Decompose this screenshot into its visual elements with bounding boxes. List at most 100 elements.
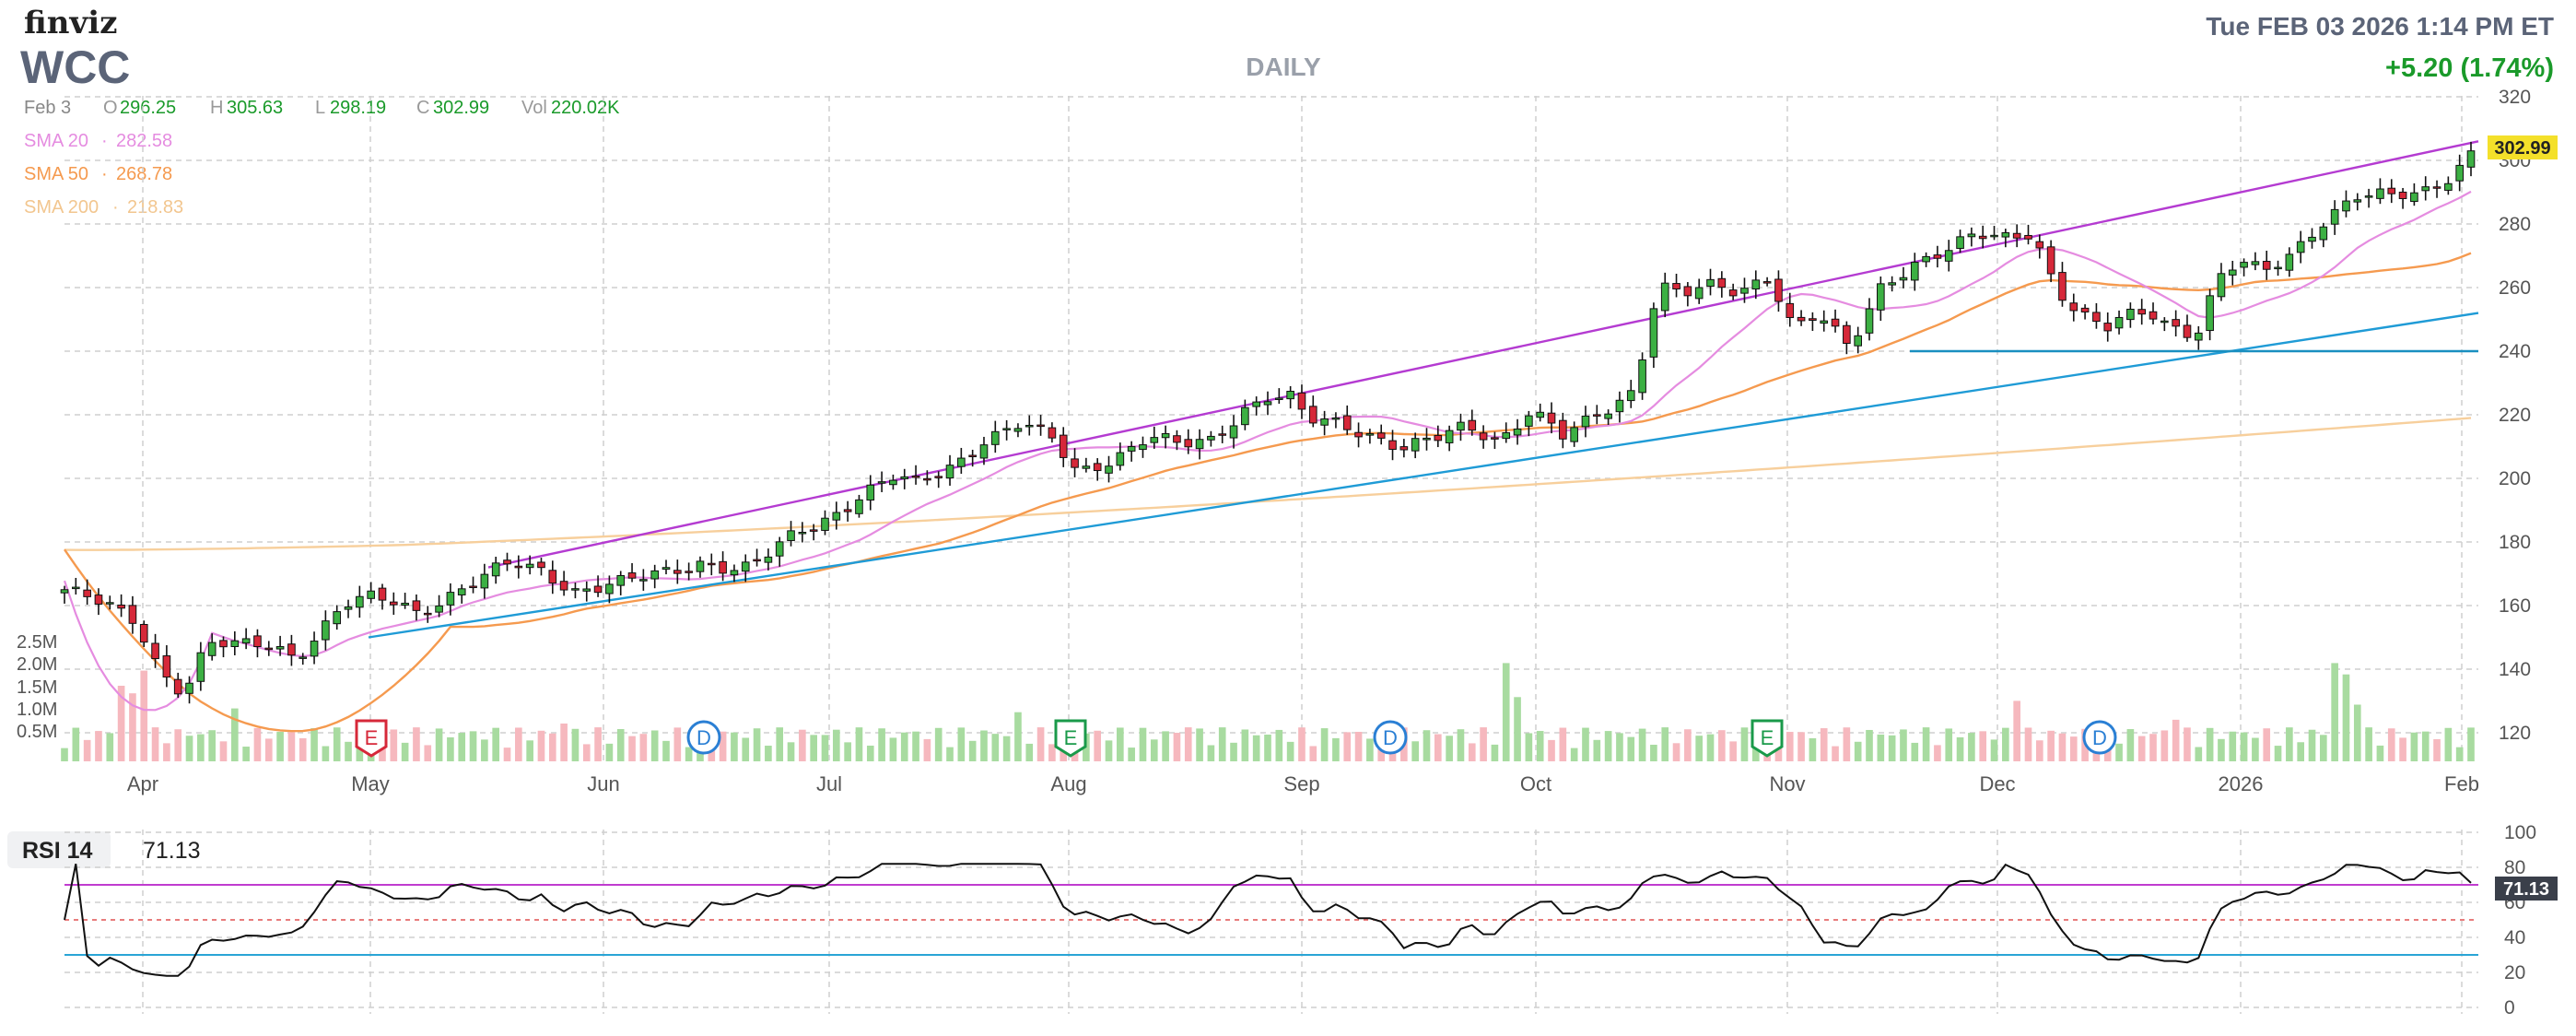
trendlines[interactable] xyxy=(368,140,2479,639)
candle xyxy=(1592,405,1601,425)
earnings-badge[interactable]: E xyxy=(1751,719,1784,758)
dividend-badge[interactable]: D xyxy=(1373,720,1408,755)
candle-up xyxy=(571,588,580,591)
candle xyxy=(1071,448,1079,477)
candle xyxy=(1229,415,1238,449)
candle xyxy=(367,582,375,604)
candle-down xyxy=(2024,234,2032,240)
candle-up xyxy=(2114,316,2124,329)
earnings-badge[interactable]: E xyxy=(1054,719,1087,758)
candle xyxy=(196,642,205,691)
volume-bar xyxy=(1184,727,1192,761)
candle xyxy=(1536,403,1545,422)
candle xyxy=(2228,260,2237,286)
candle xyxy=(2126,302,2135,328)
candle-down xyxy=(83,589,91,597)
candle xyxy=(2206,288,2214,341)
candle xyxy=(230,630,240,655)
dividend-badge[interactable]: D xyxy=(2082,720,2117,755)
candle-down xyxy=(1717,277,1727,288)
candle-down xyxy=(1308,406,1317,424)
candle-up xyxy=(1286,391,1294,400)
candle-up xyxy=(1002,428,1011,430)
candle-down xyxy=(1479,432,1488,441)
volume-bar xyxy=(594,727,602,761)
candle xyxy=(423,606,432,623)
candle xyxy=(1774,270,1783,312)
candle xyxy=(1218,425,1227,443)
volume-bar xyxy=(1105,740,1113,761)
candle xyxy=(1423,428,1431,451)
candle xyxy=(730,564,739,583)
month-tick-label: Jun xyxy=(587,772,619,795)
candle xyxy=(2342,190,2350,218)
lower-channel-line[interactable] xyxy=(368,312,2479,639)
sma-lines xyxy=(63,190,2472,733)
candle-down xyxy=(719,560,727,574)
candle-up xyxy=(1195,439,1204,450)
finviz-logo[interactable]: finviz xyxy=(24,5,117,41)
candle xyxy=(1581,406,1590,438)
high-label: H xyxy=(210,98,223,118)
candle-down xyxy=(753,559,761,562)
candle-up xyxy=(1877,283,1885,311)
candle-down xyxy=(173,678,182,695)
dividend-badge[interactable]: D xyxy=(686,720,721,755)
earnings-badge[interactable]: E xyxy=(355,719,388,758)
candle-down xyxy=(2080,307,2090,312)
candle xyxy=(911,465,920,485)
candle-up xyxy=(1025,424,1034,428)
sma-legend: SMA 20 · 282.58 SMA 50 · 268.78 SMA 200 … xyxy=(24,131,183,218)
candle xyxy=(2444,176,2453,195)
candle-up xyxy=(2410,192,2418,203)
upper-channel-line[interactable] xyxy=(487,140,2479,569)
candle xyxy=(832,501,841,530)
candle-up xyxy=(72,586,80,590)
candle xyxy=(2194,325,2203,350)
volume-bar xyxy=(980,730,988,761)
candle xyxy=(855,494,863,518)
candle-down xyxy=(1831,318,1840,327)
candle xyxy=(787,521,795,547)
candle xyxy=(1809,312,1817,332)
candle xyxy=(457,584,466,604)
month-tick-label: Feb xyxy=(2444,772,2479,795)
volume-axis: 2.5M2.0M1.5M1.0M0.5M xyxy=(17,632,57,742)
volume-bar xyxy=(1854,741,1862,761)
candle-down xyxy=(559,581,568,591)
candle xyxy=(1207,430,1215,447)
timeframe-label[interactable]: DAILY xyxy=(1246,53,1321,81)
volume-bar xyxy=(2467,727,2475,761)
candle xyxy=(719,551,727,582)
x-axis: Apr May Jun Jul Aug Sep Oct Nov Dec 2026 Feb xyxy=(127,772,2479,795)
candle-up xyxy=(1116,452,1125,466)
candle-up xyxy=(990,430,1000,445)
candle xyxy=(2319,222,2328,248)
candle-up xyxy=(1252,401,1260,407)
sma20-label: SMA 20 xyxy=(24,131,88,151)
candle-down xyxy=(1797,316,1806,322)
candle xyxy=(582,581,591,602)
candle-up xyxy=(1445,430,1454,443)
event-badge-label: E xyxy=(365,726,379,749)
volume-bar xyxy=(1718,730,1726,761)
candle-up xyxy=(832,512,841,521)
candle xyxy=(2114,310,2124,335)
candle-up xyxy=(525,563,534,569)
candle xyxy=(1967,227,1976,247)
candle-down xyxy=(1218,433,1227,436)
volume-bar xyxy=(1740,727,1749,761)
candle-up xyxy=(356,595,364,608)
candle-down xyxy=(264,647,274,651)
candle xyxy=(798,522,807,543)
last-price-value: 302.99 xyxy=(2494,138,2550,159)
volume-bar xyxy=(1162,731,1169,761)
candle-down xyxy=(1933,254,1942,259)
volume-bar xyxy=(1468,743,1476,761)
volume-bar xyxy=(2195,747,2203,761)
candle-down xyxy=(843,509,852,512)
candle xyxy=(923,470,931,486)
candle xyxy=(1365,429,1375,444)
